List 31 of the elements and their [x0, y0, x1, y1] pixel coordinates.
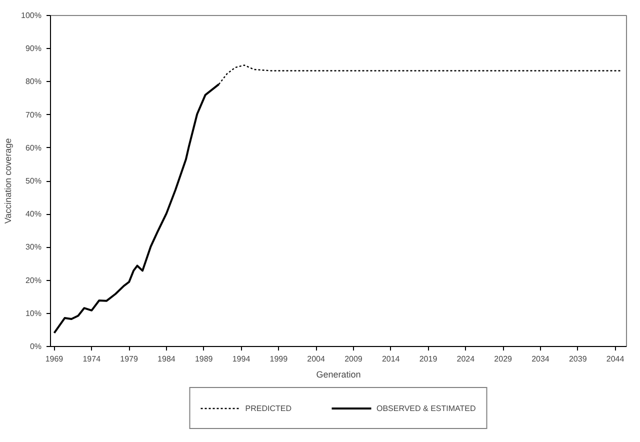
- y-tick-label: 20%: [25, 276, 42, 285]
- x-tick-label: 1974: [82, 354, 102, 364]
- y-tick-label: 60%: [25, 143, 42, 152]
- x-tick-label: 2019: [419, 354, 438, 364]
- x-tick-label: 1969: [45, 354, 64, 364]
- x-tick-label: 2014: [382, 354, 400, 364]
- y-tick-label: 80%: [25, 77, 42, 86]
- x-tick-label: 1979: [120, 354, 138, 364]
- x-tick-label: 2034: [532, 354, 550, 364]
- x-tick-label: 1994: [232, 354, 251, 364]
- y-tick-label: 50%: [25, 176, 42, 186]
- x-tick-label: 2039: [568, 354, 588, 364]
- y-tick-label: 40%: [25, 210, 42, 219]
- y-tick-label: 10%: [25, 308, 42, 318]
- y-tick-label: 30%: [25, 242, 42, 252]
- y-tick-label: 70%: [25, 110, 42, 120]
- x-tick-label: 2029: [494, 354, 513, 364]
- x-tick-label: 2004: [307, 354, 326, 364]
- legend-label: PREDICTED: [245, 404, 292, 412]
- x-tick-label: 2024: [456, 354, 476, 364]
- x-tick-label: 1999: [270, 354, 288, 364]
- legend-label: OBSERVED & ESTIMATED: [376, 404, 476, 412]
- x-axis-title: Generation: [316, 370, 361, 380]
- x-tick-label: 1989: [194, 354, 214, 364]
- y-tick-label: 0%: [30, 342, 42, 351]
- y-tick-label: 100%: [21, 11, 42, 20]
- x-tick-label: 2044: [606, 354, 625, 364]
- x-tick-label: 2009: [344, 354, 363, 364]
- y-tick-label: 90%: [25, 44, 42, 54]
- y-axis-title: Vaccination coverage: [3, 138, 14, 224]
- x-tick-label: 1984: [158, 354, 176, 364]
